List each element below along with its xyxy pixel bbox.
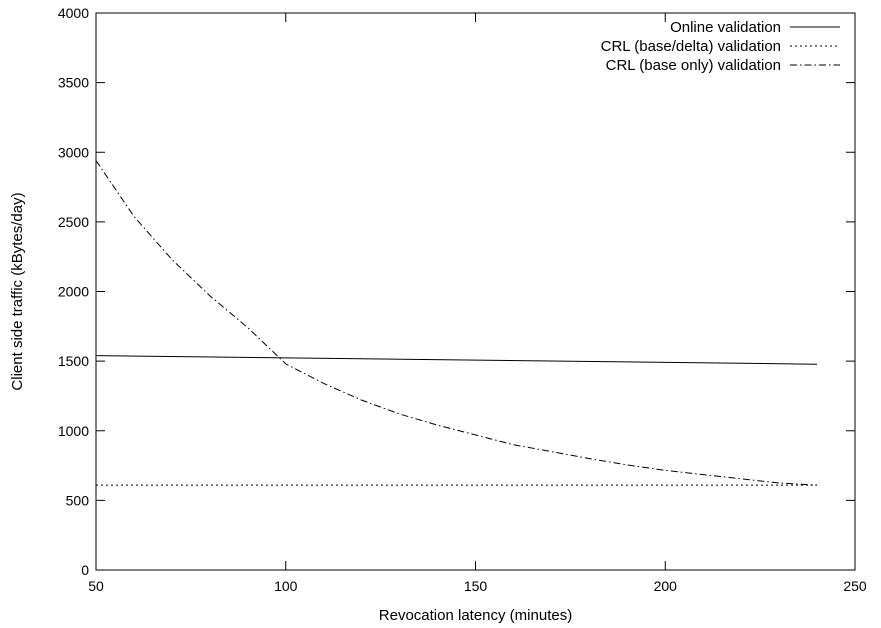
legend-label: Online validation	[670, 19, 781, 36]
x-tick-label: 100	[274, 578, 298, 594]
x-axis-title: Revocation latency (minutes)	[379, 607, 572, 624]
legend: Online validation CRL (base/delta) valida…	[601, 19, 840, 74]
legend-label: CRL (base only) validation	[606, 57, 781, 74]
x-tick-label: 250	[843, 578, 867, 594]
y-tick-label: 3500	[58, 75, 89, 91]
axis-ticks: 0 500 1000 1500 2000 2500 3000 3500 4000 50 100 150…	[58, 5, 867, 594]
y-tick-label: 4000	[58, 5, 89, 21]
x-tick-label: 50	[88, 578, 104, 594]
series-group	[95, 160, 818, 486]
series-line-3	[95, 160, 818, 486]
y-tick-label: 2500	[58, 214, 89, 230]
y-tick-label: 1500	[58, 353, 89, 369]
y-tick-label: 500	[66, 492, 90, 508]
y-tick-label: 1000	[58, 423, 89, 439]
series-line-1	[95, 355, 818, 365]
y-tick-label: 2000	[58, 284, 89, 300]
y-tick-label: 3000	[58, 144, 89, 160]
legend-label: CRL (base/delta) validation	[601, 38, 781, 55]
y-tick-label: 0	[81, 562, 89, 578]
y-axis-title: Client side traffic (kBytes/day)	[9, 192, 26, 390]
plot-frame	[95, 12, 856, 571]
x-tick-label: 200	[654, 578, 678, 594]
x-tick-label: 150	[464, 578, 488, 594]
